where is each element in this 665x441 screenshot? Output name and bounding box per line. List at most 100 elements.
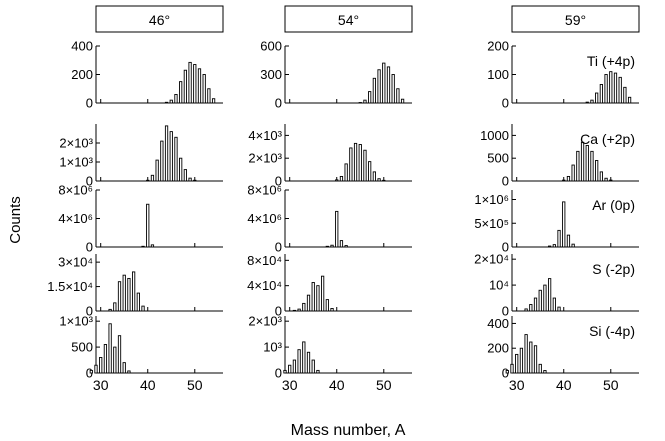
bar: [566, 234, 571, 248]
bar: [372, 171, 376, 182]
y-tick-label: 4×10⁶: [58, 211, 93, 226]
bar: [330, 244, 334, 248]
y-tick-label: 300: [260, 67, 282, 82]
bar: [576, 150, 580, 182]
y-tick-label: 0: [275, 96, 282, 111]
bar: [557, 306, 561, 312]
bar: [396, 88, 400, 104]
bar: [613, 72, 618, 104]
column-header-54: 54°: [338, 12, 359, 28]
bar: [363, 149, 367, 182]
panel-54-ca-2p: 0 2×10³ 4×10³: [248, 124, 412, 189]
bar: [179, 81, 183, 104]
bar: [164, 101, 169, 104]
bar: [127, 277, 131, 312]
bar: [297, 308, 301, 312]
bar: [146, 203, 150, 248]
bar: [136, 292, 140, 312]
bar: [358, 144, 362, 182]
bar: [363, 99, 367, 104]
bar: [117, 335, 122, 374]
y-tick-label: 0: [86, 240, 93, 255]
panel-54-si-4p: 0 10³ 2×10³ 30 40 50: [248, 314, 412, 393]
y-tick-label: 0: [86, 304, 93, 319]
bar: [599, 171, 603, 182]
bar: [604, 74, 608, 104]
y-tick-label: 0: [86, 174, 93, 189]
y-tick-label: 4×10⁶: [247, 211, 282, 226]
y-tick-label: 2×10³: [248, 151, 282, 166]
bar: [150, 244, 155, 248]
bar: [99, 357, 103, 374]
element-label: Ar (0p): [592, 197, 635, 213]
bar: [552, 244, 556, 248]
bar: [169, 99, 173, 104]
bar: [548, 278, 552, 312]
bar: [292, 309, 297, 312]
y-tick-label: 500: [487, 151, 509, 166]
x-axis-label: Mass number, A: [291, 422, 406, 439]
y-tick-label: 0: [502, 96, 509, 111]
bar: [543, 370, 547, 374]
bar: [533, 297, 538, 312]
bar: [103, 344, 108, 374]
x-tick-label: 40: [329, 377, 345, 393]
bar: [202, 74, 206, 104]
y-tick-label: 0: [275, 174, 282, 189]
bar: [108, 308, 112, 312]
bar: [311, 359, 315, 374]
y-tick-label: 4×10⁴: [247, 278, 282, 293]
bar: [316, 285, 320, 312]
bar: [174, 93, 178, 104]
bar: [141, 305, 145, 312]
panel-46-si-4p: 0 500 1×10³ 30 40 50: [59, 314, 223, 393]
panel-59-ar-0p: 0 5×10⁵ 1×10⁶ Ar (0p): [474, 190, 639, 255]
y-tick-label: 0: [275, 366, 282, 381]
bar: [108, 323, 112, 374]
y-axis-label: Counts: [7, 196, 24, 244]
bar: [609, 179, 613, 182]
bar: [302, 341, 306, 374]
bar: [321, 275, 325, 312]
bar: [562, 201, 566, 248]
bar: [377, 69, 381, 104]
bar: [515, 353, 519, 374]
bar: [571, 164, 575, 182]
bar: [335, 179, 339, 182]
column-header-46: 46°: [149, 12, 170, 28]
element-label: S (-2p): [592, 261, 635, 277]
y-tick-label: 0: [502, 304, 509, 319]
panel-46-s-2p: 0 1.5×10⁴ 3×10⁴: [47, 254, 223, 319]
y-tick-label: 100: [487, 67, 509, 82]
x-tick-label: 50: [376, 377, 392, 393]
bar: [566, 175, 571, 182]
element-label: Si (-4p): [589, 323, 635, 339]
bar: [179, 157, 183, 182]
bar: [585, 144, 589, 182]
y-tick-label: 1×10⁶: [474, 192, 509, 207]
bar: [400, 98, 405, 104]
bar: [302, 302, 306, 312]
panel-46-ca-2p: 0 1×10³ 2×10³: [59, 124, 223, 189]
y-tick-label: 2×10³: [59, 136, 93, 151]
y-tick-label: 0: [502, 240, 509, 255]
x-tick-label: 30: [509, 377, 525, 393]
bar: [297, 349, 301, 374]
x-tick-label: 30: [93, 377, 109, 393]
panel-54-ar-0p: 0 4×10⁶ 8×10⁶: [247, 183, 412, 255]
panel-46-ti-4p: 0 200 400: [71, 39, 223, 111]
y-tick-label: 0: [275, 304, 282, 319]
y-tick-label: 2×10⁴: [474, 252, 509, 267]
bar: [141, 245, 145, 248]
panel-59-ca-2p: 0 500 1000 Ca (+2p): [480, 124, 639, 189]
y-tick-label: 1×10³: [59, 155, 93, 170]
bar: [368, 161, 372, 182]
bar: [391, 74, 395, 104]
y-tick-label: 4×10³: [248, 128, 282, 143]
x-tick-label: 50: [187, 377, 203, 393]
bar: [183, 169, 187, 182]
bar: [335, 210, 339, 248]
bar: [325, 299, 329, 312]
bar: [330, 308, 334, 312]
